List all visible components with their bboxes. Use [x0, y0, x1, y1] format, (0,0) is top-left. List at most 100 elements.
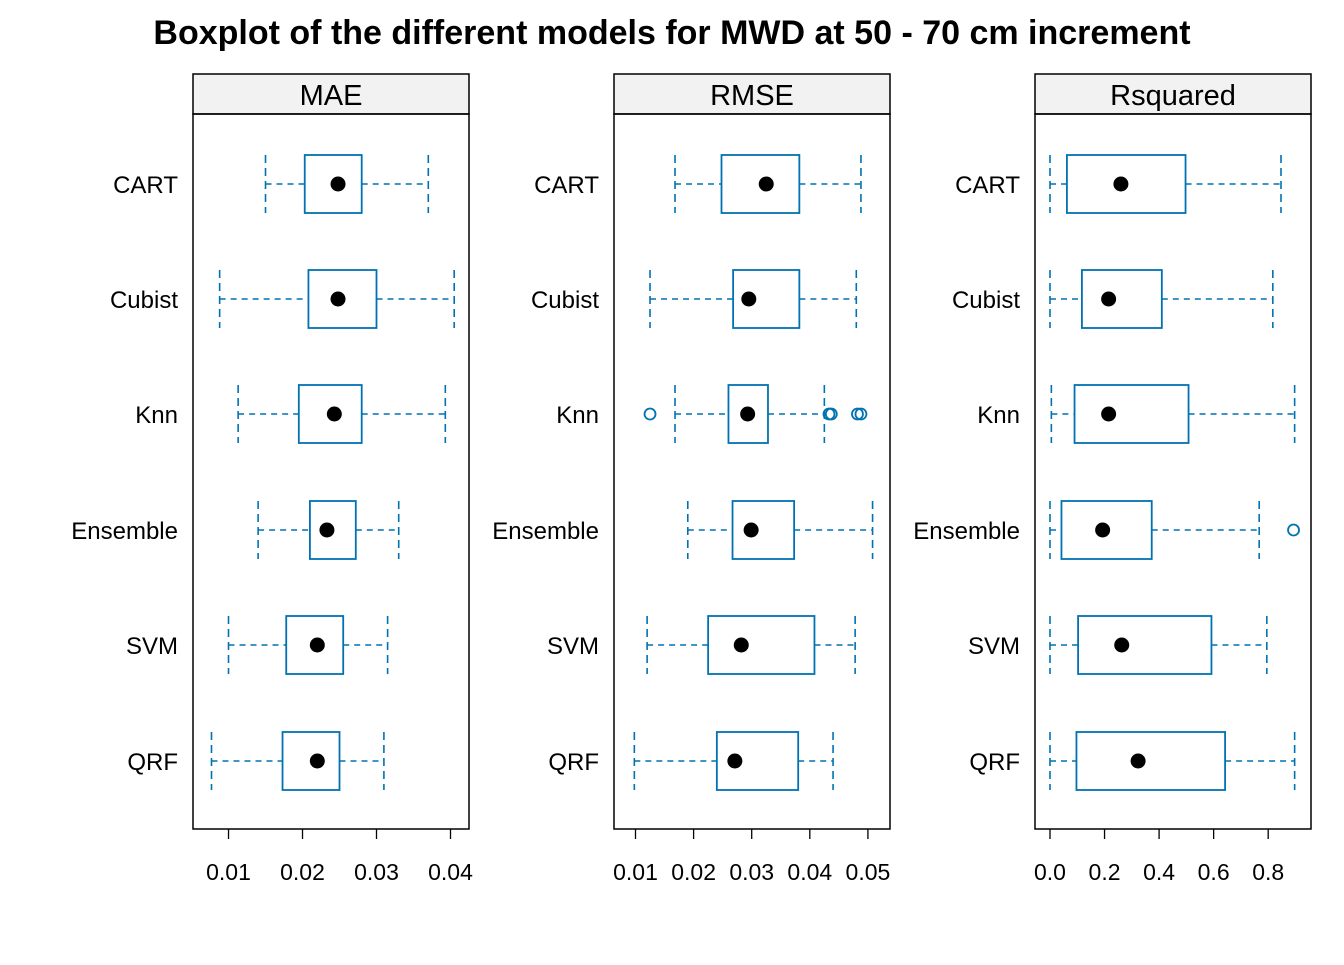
median-point	[1101, 406, 1117, 422]
category-label: SVM	[547, 633, 599, 660]
box-iqr	[1077, 615, 1213, 675]
x-tick-label: 0.02	[280, 859, 325, 885]
box-iqr	[731, 500, 796, 560]
category-label: Knn	[556, 402, 599, 429]
chart-title: Boxplot of the different models for MWD …	[153, 14, 1190, 52]
box-iqr	[309, 500, 357, 560]
box-qrf	[633, 731, 834, 791]
box-iqr	[720, 154, 801, 214]
outlier-point	[851, 407, 864, 421]
median-point	[1113, 176, 1129, 192]
box-iqr	[707, 615, 816, 675]
x-tick-label: 0.04	[428, 859, 473, 885]
median-point	[1114, 637, 1130, 653]
median-point	[727, 753, 743, 769]
box-ensemble	[686, 500, 874, 560]
panel-rmse: RMSE CART Cubist Knn Ensemble SVM QRF 0.01 0.02 0…	[492, 73, 891, 885]
panel-strip	[613, 73, 891, 115]
box-knn	[237, 384, 447, 444]
x-tick-label: 0.01	[206, 859, 251, 885]
outlier-point	[643, 407, 657, 421]
median-point	[741, 291, 757, 307]
box-iqr	[1060, 500, 1153, 560]
x-tick-label: 0.02	[671, 859, 716, 885]
median-point	[330, 176, 346, 192]
box-knn	[643, 384, 868, 444]
box-cart	[264, 154, 430, 214]
box-cart	[674, 154, 862, 214]
median-point	[1095, 522, 1111, 538]
panel-frame	[192, 113, 470, 830]
panel-strip-label: MAE	[300, 80, 363, 112]
median-point	[309, 753, 325, 769]
x-tick-label: 0.04	[787, 859, 832, 885]
box-qrf	[1049, 731, 1296, 791]
panel-frame	[1034, 113, 1312, 830]
box-svm	[227, 615, 389, 675]
median-point	[330, 291, 346, 307]
box-ensemble	[257, 500, 400, 560]
category-label: SVM	[126, 633, 178, 660]
box-qrf	[210, 731, 385, 791]
box-iqr	[732, 269, 801, 329]
category-label: Cubist	[952, 287, 1020, 314]
category-label: Knn	[977, 402, 1020, 429]
category-label: Cubist	[110, 287, 178, 314]
box-svm	[1049, 615, 1268, 675]
panel-frame	[613, 113, 891, 830]
median-point	[326, 406, 342, 422]
x-tick-label: 0.03	[729, 859, 774, 885]
box-iqr	[307, 269, 378, 329]
median-point	[309, 637, 325, 653]
box-iqr	[1081, 269, 1163, 329]
outlier-point	[1287, 523, 1300, 537]
box-iqr	[1073, 384, 1190, 444]
category-label: CART	[113, 172, 178, 199]
box-knn	[1050, 384, 1296, 444]
box-cubist	[1049, 269, 1274, 329]
box-iqr	[1075, 731, 1226, 791]
box-iqr	[727, 384, 769, 444]
outlier-point	[854, 407, 868, 421]
outlier-point	[824, 407, 838, 421]
median-point	[733, 637, 749, 653]
category-label: Ensemble	[492, 518, 599, 545]
x-tick-label: 0.03	[354, 859, 399, 885]
x-tick-label: 0.01	[613, 859, 658, 885]
median-point	[319, 522, 335, 538]
x-tick-label: 0.2	[1089, 859, 1121, 885]
category-label: Ensemble	[71, 518, 178, 545]
category-label: Ensemble	[913, 518, 1020, 545]
box-cubist	[218, 269, 456, 329]
category-label: SVM	[968, 633, 1020, 660]
panel-strip-label: RMSE	[710, 80, 794, 112]
box-svm	[646, 615, 856, 675]
box-iqr	[715, 731, 800, 791]
category-label: QRF	[127, 749, 178, 776]
category-label: Cubist	[531, 287, 599, 314]
panel-strip-label: Rsquared	[1110, 80, 1236, 112]
median-point	[1101, 291, 1117, 307]
panel-rsquared: Rsquared CART Cubist Knn Ensemble SVM QRF 0.0 0.…	[913, 73, 1312, 885]
category-label: CART	[955, 172, 1020, 199]
box-iqr	[281, 731, 341, 791]
box-iqr	[303, 154, 363, 214]
chart-panels: MAE CART Cubist Knn Ensemble SVM QRF 0.01 0.02 0.…	[71, 73, 1312, 885]
panel-strip	[192, 73, 470, 115]
x-tick-label: 0.0	[1034, 859, 1066, 885]
box-iqr	[297, 384, 363, 444]
x-tick-label: 0.4	[1143, 859, 1175, 885]
box-cart	[1049, 154, 1282, 214]
median-point	[1130, 753, 1146, 769]
category-label: QRF	[969, 749, 1020, 776]
box-iqr	[285, 615, 345, 675]
category-label: QRF	[548, 749, 599, 776]
category-label: Knn	[135, 402, 178, 429]
median-point	[743, 522, 759, 538]
panel-mae: MAE CART Cubist Knn Ensemble SVM QRF 0.01 0.02 0.…	[71, 73, 473, 885]
x-tick-label: 0.05	[846, 859, 891, 885]
x-tick-label: 0.8	[1252, 859, 1284, 885]
box-cubist	[649, 269, 858, 329]
